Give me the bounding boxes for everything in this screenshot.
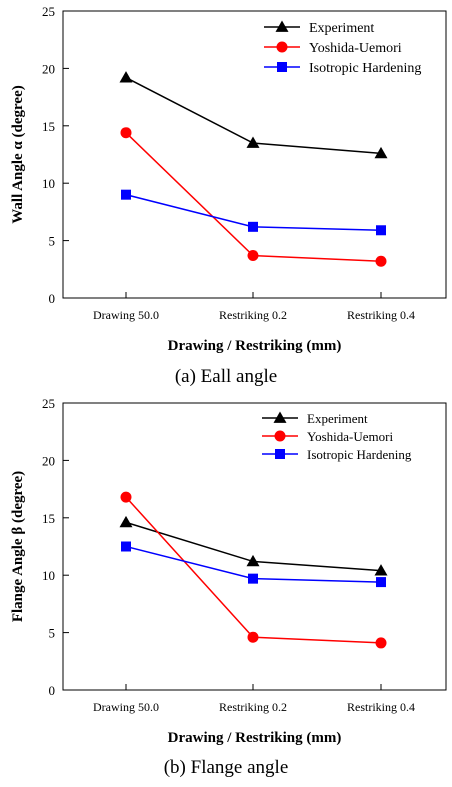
series-line: [125, 132, 382, 263]
data-point: [119, 71, 133, 83]
legend-marker: [275, 449, 285, 459]
legend-label: Yoshida-Uemori: [309, 41, 402, 56]
y-tick-label: 15: [42, 511, 55, 526]
flange-angle-chart: 0 5 10 15 20 25 Drawing 50.0 Restriking 0.2 Rest…: [10, 396, 447, 746]
data-point: [120, 491, 132, 503]
y-tick-label: 5: [49, 626, 56, 641]
wall-angle-chart: 0 5 10 15 20 25 Drawing 50.0 Restriking 0.2 Rest…: [10, 4, 447, 354]
y-axis-label: Wall Angle α (degree): [10, 85, 26, 224]
data-point: [121, 541, 131, 552]
legend-marker: [276, 41, 288, 53]
y-tick-label: 25: [42, 4, 55, 19]
data-point: [120, 127, 132, 139]
x-tick-label: Restriking 0.4: [347, 700, 415, 714]
legend-label: Isotropic Hardening: [307, 447, 412, 462]
y-tick-label: 0: [49, 291, 56, 306]
plot-frame: [62, 402, 447, 691]
plot-frame: [62, 10, 447, 299]
y-tick-label: 20: [42, 61, 55, 76]
legend-marker: [274, 430, 286, 442]
legend-marker: [277, 62, 287, 72]
y-tick-label: 25: [42, 396, 55, 411]
data-point: [248, 221, 258, 232]
y-tick-label: 0: [49, 683, 56, 698]
data-point: [247, 250, 259, 262]
x-tick-label: Restriking 0.2: [219, 700, 287, 714]
data-point: [248, 573, 258, 584]
x-tick-label: Restriking 0.2: [219, 308, 287, 322]
data-point: [375, 255, 387, 267]
data-point: [376, 225, 386, 236]
legend-label: Isotropic Hardening: [309, 61, 421, 76]
y-tick-label: 20: [42, 453, 55, 468]
data-point: [247, 631, 259, 643]
x-tick-label: Drawing 50.0: [93, 700, 159, 714]
x-axis-label: Drawing / Restriking (mm): [168, 338, 342, 354]
y-tick-label: 15: [42, 119, 55, 134]
data-point: [374, 146, 388, 159]
x-tick-label: Drawing 50.0: [93, 308, 159, 322]
chart-caption: (a) Eall angle: [174, 366, 278, 387]
chart-panel-flange-angle: 0 5 10 15 20 25 Drawing 50.0 Restriking 0.2 Rest…: [0, 394, 452, 787]
legend-marker: [275, 20, 289, 32]
legend-label: Experiment: [307, 411, 368, 426]
y-tick-label: 10: [42, 176, 55, 191]
series-line: [125, 496, 382, 644]
legend-label: Yoshida-Uemori: [307, 429, 393, 444]
y-tick-label: 5: [49, 234, 56, 249]
chart-panel-wall-angle: 0 5 10 15 20 25 Drawing 50.0 Restriking 0.2 Rest…: [10, 4, 447, 387]
data-point: [374, 564, 388, 576]
y-tick-label: 10: [42, 568, 55, 583]
data-point: [246, 136, 260, 148]
y-axis-label: Flange Angle β (degree): [10, 471, 26, 622]
legend-label: Experiment: [309, 21, 374, 36]
x-axis-label: Drawing / Restriking (mm): [168, 730, 342, 746]
data-point: [121, 189, 131, 200]
data-point: [119, 515, 133, 528]
legend-marker: [273, 411, 287, 423]
data-point: [376, 577, 386, 588]
chart-caption: (b) Flange angle: [163, 757, 289, 778]
data-point: [375, 637, 387, 649]
x-tick-label: Restriking 0.4: [347, 308, 415, 322]
data-point: [246, 554, 260, 567]
